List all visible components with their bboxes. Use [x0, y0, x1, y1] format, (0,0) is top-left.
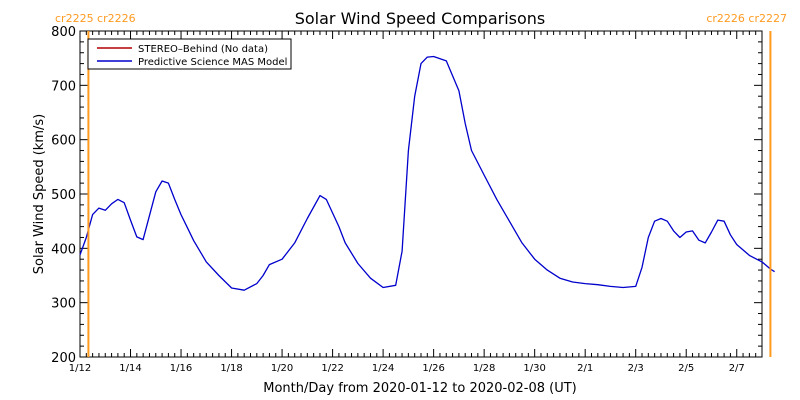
- x-tick-label: 1/16: [170, 363, 192, 374]
- series-line-model: [79, 55, 775, 291]
- x-tick-label: 2/7: [729, 363, 745, 374]
- legend: STEREO–Behind (No data) Predictive Scien…: [87, 38, 292, 70]
- legend-label-model: Predictive Science MAS Model: [138, 57, 287, 68]
- x-axis-label: Month/Day from 2020-01-12 to 2020-02-08 …: [263, 381, 576, 396]
- x-tick-label: 1/18: [220, 363, 242, 374]
- x-tick-label: 2/3: [628, 363, 644, 374]
- x-tick-label: 2/1: [577, 363, 593, 374]
- carrington-label-0: cr2225 cr2226: [55, 12, 136, 25]
- y-axis-label: Solar Wind Speed (km/s): [32, 114, 47, 274]
- y-tick-label: 500: [51, 188, 76, 203]
- chart-title: Solar Wind Speed Comparisons: [295, 9, 546, 28]
- x-tick-label: 1/20: [271, 363, 293, 374]
- y-tick-label: 800: [51, 25, 76, 40]
- x-tick-label: 1/26: [422, 363, 444, 374]
- x-tick-label: 1/22: [321, 363, 343, 374]
- carrington-label-1: cr2226 cr2227: [706, 12, 787, 25]
- x-tick-label: 2/5: [678, 363, 694, 374]
- y-tick-label: 300: [51, 297, 76, 312]
- x-tick-label: 1/14: [119, 363, 141, 374]
- x-tick-label: 1/12: [69, 363, 91, 374]
- y-tick-label: 200: [51, 351, 76, 366]
- y-tick-label: 700: [51, 79, 76, 94]
- x-tick-label: 1/28: [473, 363, 495, 374]
- carrington-markers: cr2225 cr2226 cr2226 cr2227: [55, 12, 787, 357]
- legend-label-stereo: STEREO–Behind (No data): [138, 44, 268, 55]
- y-tick-label: 400: [51, 242, 76, 257]
- plot-area: 200 300 400 500 600 700 800 1/12 1/14 1/16 1/18 1/2…: [51, 25, 775, 374]
- x-tick-label: 1/30: [523, 363, 545, 374]
- x-tick-label: 1/24: [372, 363, 394, 374]
- y-tick-label: 600: [51, 134, 76, 149]
- legend-box: [87, 38, 292, 70]
